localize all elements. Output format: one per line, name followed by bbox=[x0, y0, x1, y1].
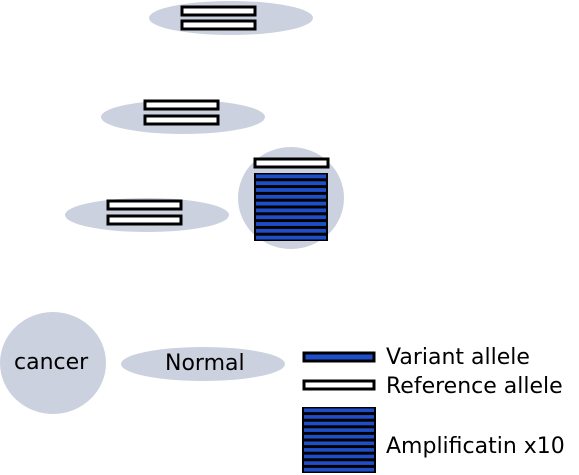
variant-allele bbox=[256, 235, 326, 240]
cell-cancer bbox=[0, 312, 106, 414]
variant-allele bbox=[256, 201, 326, 206]
reference-allele bbox=[106, 199, 183, 211]
variant-allele bbox=[256, 174, 326, 179]
cancer-cell-label: cancer bbox=[14, 350, 89, 375]
reference-allele bbox=[143, 114, 220, 126]
amplified-variant-stack bbox=[254, 173, 328, 241]
legend bbox=[302, 351, 376, 473]
normal-cell-label: Normal bbox=[165, 351, 245, 376]
variant-allele bbox=[304, 421, 374, 426]
cell-amplified bbox=[238, 147, 344, 249]
variant-allele bbox=[304, 441, 374, 446]
reference-allele bbox=[253, 157, 330, 169]
variant-allele bbox=[256, 228, 326, 233]
variant-allele bbox=[256, 181, 326, 186]
reference-allele bbox=[180, 5, 257, 17]
cell-third bbox=[65, 198, 229, 232]
cell-cancer-body bbox=[0, 312, 106, 414]
variant-allele bbox=[304, 428, 374, 432]
variant-allele bbox=[256, 188, 326, 192]
legend-variant-label: Variant allele bbox=[386, 345, 530, 370]
reference-allele bbox=[106, 214, 183, 226]
variant-allele bbox=[304, 415, 374, 419]
reference-allele bbox=[143, 99, 220, 111]
variant-allele bbox=[304, 448, 374, 452]
variant-allele bbox=[256, 215, 326, 220]
variant-allele bbox=[304, 461, 374, 465]
variant-allele bbox=[304, 467, 374, 472]
legend-variant-swatch bbox=[302, 351, 376, 363]
variant-allele bbox=[256, 194, 326, 199]
legend-reference-swatch bbox=[302, 379, 376, 391]
legend-reference-label: Reference allele bbox=[386, 374, 563, 399]
cell-normal bbox=[121, 347, 285, 381]
variant-allele bbox=[304, 434, 374, 439]
legend-amplification-label: Amplificatin x10 bbox=[386, 434, 565, 459]
cell-top bbox=[149, 1, 313, 35]
reference-allele bbox=[180, 19, 257, 31]
cell-second bbox=[101, 99, 265, 134]
variant-allele bbox=[256, 222, 326, 226]
variant-allele bbox=[304, 454, 374, 459]
variant-allele bbox=[256, 208, 326, 213]
cell-normal-body bbox=[121, 347, 285, 381]
variant-allele bbox=[304, 408, 374, 413]
legend-amplification-swatch bbox=[302, 407, 376, 473]
